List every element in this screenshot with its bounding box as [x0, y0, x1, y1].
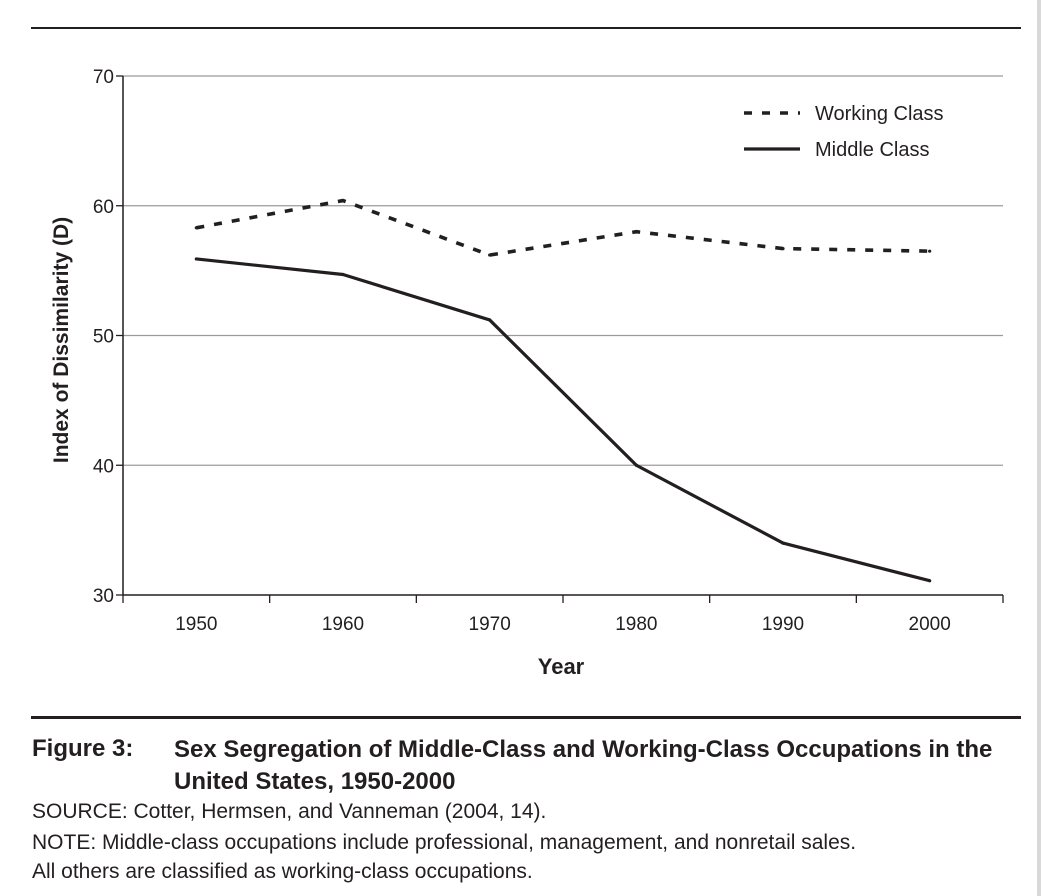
x-tick-label-1970: 1970 — [469, 614, 511, 635]
series-line-working-class — [196, 198, 930, 257]
axes: 30 40 50 60 70 1950 1960 1970 1980 1990 2000 — [93, 67, 1004, 635]
y-tick-label-40: 40 — [93, 456, 114, 477]
x-tick-label-1990: 1990 — [762, 614, 804, 635]
grid-lines — [123, 75, 1003, 466]
data-point-middle-class — [488, 318, 492, 322]
figure-label: Figure 3: — [32, 735, 134, 762]
data-point-middle-class — [634, 463, 638, 467]
data-point-working-class — [488, 253, 492, 257]
data-point-middle-class — [341, 272, 345, 277]
legend-label-middle-class: Middle Class — [815, 139, 929, 161]
y-tick-label-30: 30 — [93, 586, 114, 607]
data-point-middle-class — [928, 579, 932, 583]
line-chart: 30 40 50 60 70 1950 1960 1970 1980 1990 2000 Worki… — [50, 67, 1004, 679]
x-axis-title: Year — [538, 654, 585, 679]
caption-rule — [31, 716, 1021, 719]
data-point-middle-class — [781, 541, 785, 545]
legend-label-working-class: Working Class — [815, 103, 944, 125]
data-point-working-class — [634, 230, 638, 234]
series-lines — [194, 198, 932, 583]
note-line: NOTE: Middle-class occupations include p… — [32, 831, 857, 854]
x-tick-label-2000: 2000 — [909, 614, 951, 635]
x-tick-label-1950: 1950 — [175, 614, 217, 635]
data-point-middle-class — [194, 257, 198, 261]
figure-title: Sex Segregation of Middle-Class and Work… — [174, 736, 993, 795]
legend: Working Class Middle Class — [744, 103, 944, 161]
x-tick-label-1960: 1960 — [322, 614, 364, 635]
page-edge — [1037, 0, 1041, 896]
y-tick-label-60: 60 — [93, 197, 114, 218]
data-point-working-class — [928, 249, 932, 253]
note-line-continued: All others are classified as working-cla… — [32, 860, 533, 883]
y-tick-label-50: 50 — [93, 327, 114, 348]
x-tick-label-1980: 1980 — [615, 614, 657, 635]
y-tick-label-70: 70 — [93, 67, 114, 88]
series-line-middle-class — [196, 257, 931, 583]
data-point-working-class — [194, 226, 198, 230]
data-point-working-class — [341, 198, 345, 203]
y-axis-title: Index of Dissimilarity (D) — [50, 217, 73, 463]
top-rule — [31, 27, 1021, 29]
data-point-working-class — [781, 246, 785, 251]
source-note: SOURCE: Cotter, Hermsen, and Vanneman (2… — [32, 800, 547, 823]
